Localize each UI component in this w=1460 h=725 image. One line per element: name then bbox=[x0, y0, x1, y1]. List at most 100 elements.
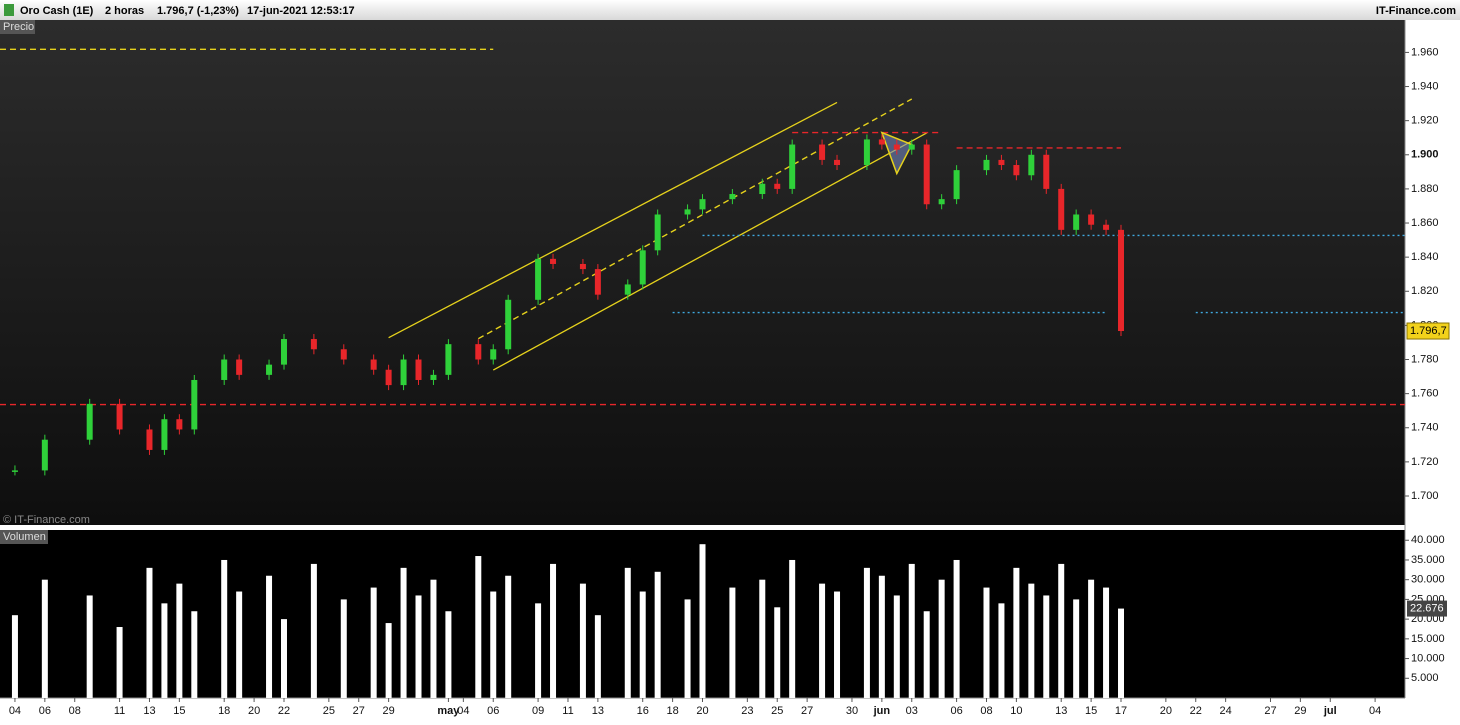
volume-bar bbox=[1043, 595, 1050, 698]
candle-body bbox=[1103, 224, 1110, 230]
header-bar bbox=[0, 0, 1460, 20]
candle-body bbox=[176, 419, 183, 430]
trend-line bbox=[492, 132, 928, 371]
x-tick-label: 04 bbox=[9, 705, 21, 717]
volume-bar bbox=[819, 583, 826, 698]
x-tick-label: 25 bbox=[771, 705, 783, 717]
volume-bar bbox=[430, 579, 437, 698]
volume-bar bbox=[654, 571, 661, 698]
volume-bar bbox=[280, 619, 287, 698]
candle-body bbox=[684, 209, 691, 215]
volume-bar bbox=[505, 575, 512, 698]
volume-bar bbox=[729, 587, 736, 698]
volume-bar bbox=[41, 579, 48, 698]
y-tick-label: 1.880 bbox=[1411, 183, 1439, 195]
x-tick-label: 11 bbox=[562, 705, 573, 717]
y-tick-label: 1.860 bbox=[1411, 217, 1439, 229]
volume-bar bbox=[176, 583, 183, 698]
x-tick-label: 18 bbox=[666, 705, 678, 717]
volume-bar bbox=[370, 587, 377, 698]
x-tick-label: 25 bbox=[323, 705, 335, 717]
volume-bar bbox=[789, 559, 796, 698]
y-tick-label: 1.720 bbox=[1411, 456, 1439, 468]
x-tick-label: 18 bbox=[218, 705, 230, 717]
volume-bar bbox=[310, 563, 317, 698]
candle-body bbox=[191, 379, 198, 430]
volume-bar bbox=[535, 603, 542, 698]
y-tick-label: 1.700 bbox=[1411, 490, 1439, 502]
candle-body bbox=[729, 194, 736, 200]
candle-body bbox=[41, 439, 48, 471]
x-tick-label: 27 bbox=[1264, 705, 1276, 717]
candle-body bbox=[834, 159, 841, 166]
candle-body bbox=[550, 258, 557, 264]
candle-body bbox=[236, 359, 243, 375]
candle-body bbox=[863, 139, 870, 166]
y-tick-label: 1.940 bbox=[1411, 80, 1439, 92]
x-tick-label: 11 bbox=[114, 705, 125, 717]
x-tick-label: 08 bbox=[980, 705, 992, 717]
volume-bar bbox=[863, 567, 870, 698]
y-tick-label: 1.900 bbox=[1411, 149, 1439, 161]
panel-tag bbox=[0, 20, 35, 34]
volume-bar bbox=[908, 563, 915, 698]
candle-body bbox=[340, 349, 347, 360]
panel-tag bbox=[0, 530, 48, 544]
candle-body bbox=[938, 199, 945, 205]
candle-body bbox=[86, 403, 93, 440]
candle-body bbox=[535, 258, 542, 300]
volume-bar bbox=[191, 611, 198, 698]
volume-bar bbox=[699, 544, 706, 698]
volume-bar bbox=[266, 575, 273, 698]
candle-body bbox=[1058, 188, 1065, 230]
candle-body bbox=[759, 183, 766, 195]
volume-bar bbox=[340, 599, 347, 698]
x-tick-label: 20 bbox=[1160, 705, 1172, 717]
header-icon bbox=[4, 4, 14, 16]
x-tick-label: 23 bbox=[741, 705, 753, 717]
y-tick-label: 1.760 bbox=[1411, 388, 1439, 400]
volume-bar bbox=[1013, 567, 1020, 698]
x-tick-label: 08 bbox=[69, 705, 81, 717]
volume-bar bbox=[774, 607, 781, 698]
candle-body bbox=[774, 183, 781, 189]
candle-body bbox=[1088, 214, 1095, 225]
candle-body bbox=[923, 144, 930, 205]
candle-body bbox=[639, 250, 646, 285]
volume-bar bbox=[938, 579, 945, 698]
x-tick-label: 29 bbox=[1294, 705, 1306, 717]
x-tick-label: 16 bbox=[637, 705, 649, 717]
panel-label: Precio bbox=[3, 21, 34, 33]
candle-body bbox=[1043, 154, 1050, 189]
candle-body bbox=[370, 359, 377, 370]
candle-body bbox=[161, 419, 168, 450]
symbol: Oro Cash (1E) bbox=[20, 5, 94, 17]
candle-body bbox=[654, 214, 661, 251]
x-tick-label: 20 bbox=[248, 705, 260, 717]
volume-bar bbox=[684, 599, 691, 698]
candle-body bbox=[893, 144, 900, 150]
volume-bar bbox=[146, 567, 153, 698]
candle-body bbox=[624, 284, 631, 295]
x-tick-label: 04 bbox=[457, 705, 469, 717]
volume-bar bbox=[116, 627, 123, 698]
x-tick-label: 10 bbox=[1010, 705, 1022, 717]
x-tick-label: 09 bbox=[532, 705, 544, 717]
interval: 2 horas bbox=[105, 5, 144, 17]
y-tick-label: 1.960 bbox=[1411, 46, 1439, 58]
candle-body bbox=[998, 159, 1005, 166]
y-tick-label: 40.000 bbox=[1411, 534, 1445, 546]
volume-bar bbox=[1073, 599, 1080, 698]
x-tick-label: 15 bbox=[1085, 705, 1097, 717]
x-tick-label: 13 bbox=[1055, 705, 1067, 717]
candle-body bbox=[385, 369, 392, 386]
x-tick-label: 06 bbox=[950, 705, 962, 717]
last-volume-box bbox=[1407, 600, 1447, 617]
volume-bar bbox=[550, 563, 557, 698]
volume-bar bbox=[953, 559, 960, 698]
candle-body bbox=[430, 374, 437, 380]
x-tick-label: 04 bbox=[1369, 705, 1381, 717]
candle-body bbox=[415, 359, 422, 380]
y-tick-label: 30.000 bbox=[1411, 574, 1445, 586]
watermark: © IT-Finance.com bbox=[3, 514, 90, 526]
